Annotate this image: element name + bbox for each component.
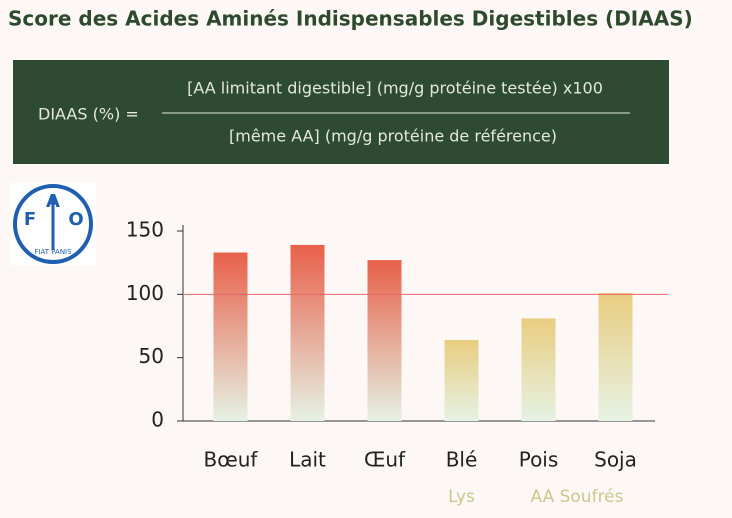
x-tick-label: Œuf	[364, 448, 406, 472]
formula-lhs: DIAAS (%) =	[38, 105, 139, 124]
bar	[521, 318, 556, 421]
y-tick-label: 150	[126, 218, 164, 242]
bar	[367, 260, 402, 421]
logo-letter: A	[46, 191, 60, 212]
bar	[213, 252, 248, 421]
formula-denominator: [même AA] (mg/g protéine de référence)	[229, 127, 557, 146]
x-tick-label: Lait	[289, 448, 326, 472]
logo-letter: F	[24, 209, 36, 230]
bar	[444, 339, 479, 421]
formula-box	[13, 60, 669, 164]
logo-letter: O	[68, 209, 83, 230]
logo: F A O FIAT PANIS	[10, 183, 96, 265]
x-tick-label: Soja	[594, 448, 637, 472]
logo-motto: FIAT PANIS	[34, 248, 72, 256]
bar	[598, 293, 633, 421]
x-tick-label: Bœuf	[204, 448, 259, 472]
formula-numerator: [AA limitant digestible] (mg/g protéine …	[187, 79, 603, 98]
annotation: AA Soufrés	[530, 487, 623, 507]
bar	[290, 244, 325, 421]
y-tick-label: 100	[126, 281, 164, 305]
y-tick-label: 0	[151, 408, 164, 432]
x-tick-label: Blé	[446, 448, 478, 472]
x-tick-label: Pois	[519, 448, 559, 472]
annotation: Lys	[448, 487, 475, 507]
chart-title: Score des Acides Aminés Indispensables D…	[8, 7, 693, 31]
y-tick-label: 50	[139, 344, 164, 368]
logo-ring	[13, 184, 93, 264]
